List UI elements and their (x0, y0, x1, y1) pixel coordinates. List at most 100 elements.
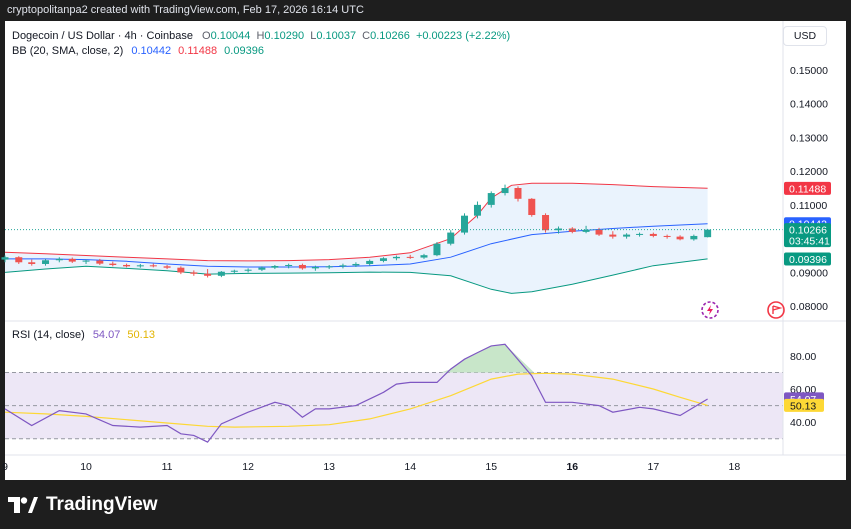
legend-row-main: Dogecoin / US Dollar · 4h · Coinbase O0.… (12, 30, 511, 42)
candle-body (244, 269, 252, 271)
bb-basis-value: 0.10442 (131, 45, 172, 57)
price-tag: 0.11488 (784, 181, 831, 195)
candle-body (311, 267, 319, 269)
candle-body (352, 263, 360, 266)
candle-body (487, 193, 495, 205)
candle-body (447, 232, 455, 244)
currency-button[interactable]: USD (783, 26, 827, 46)
candle-body (528, 198, 536, 216)
time-tick-label: 10 (80, 461, 92, 473)
candle-body (542, 215, 550, 231)
price-tick-label: 0.09000 (790, 267, 828, 279)
candle-body (609, 234, 617, 237)
flag-icon (767, 301, 785, 319)
bb-band-fill (5, 183, 708, 294)
price-tag-bg (784, 223, 831, 248)
candle-body (461, 215, 469, 233)
candle-body (68, 258, 76, 262)
candle-body (433, 243, 441, 256)
lightning-icon (701, 301, 719, 319)
time-tick-label: 13 (323, 461, 335, 473)
price-tag-label: 0.10266 (789, 225, 827, 237)
candle-body (217, 271, 225, 276)
price-tag-bg (784, 252, 831, 266)
price-tick-label: 0.12000 (790, 166, 828, 178)
candle-body (339, 265, 347, 267)
candle-body (473, 204, 481, 216)
price-tag-label: 0.11488 (789, 183, 826, 195)
candle-body (636, 233, 644, 235)
candle-body (82, 260, 90, 262)
time-tick-label: 15 (485, 461, 497, 473)
candle-body (230, 270, 238, 272)
tradingview-brand: TradingView (46, 494, 158, 515)
rsi-tick-label: 40.00 (790, 417, 816, 429)
candle-body (15, 257, 23, 263)
rsi-label[interactable]: RSI (14, close) (12, 329, 85, 341)
bb-upper-line (4, 182, 708, 262)
candle-body (663, 235, 671, 237)
candle-body (555, 228, 563, 231)
candle-body (190, 272, 198, 274)
tradingview-logo-icon (8, 497, 38, 513)
close-value: 0.10266 (370, 30, 410, 42)
rsi-overbought-fill (441, 344, 535, 373)
rsi-line (4, 343, 708, 443)
candle-body (676, 236, 684, 240)
rsi-tag-label: 50.13 (790, 400, 816, 412)
candle-body (298, 264, 306, 269)
candle-body (177, 267, 185, 273)
candle-body (392, 256, 400, 259)
candle-body (379, 258, 387, 261)
price-tick-label: 0.15000 (790, 65, 828, 77)
bb-lower-value: 0.09396 (224, 45, 264, 57)
candle-body (704, 229, 712, 238)
candle-body (149, 265, 157, 267)
candle-body (420, 255, 428, 258)
candle-body (514, 188, 522, 199)
candle-body (649, 233, 657, 236)
bb-label[interactable]: BB (20, SMA, close, 2) (12, 45, 124, 57)
bb-lower-line (4, 258, 708, 294)
candle-body (568, 228, 576, 232)
candle-body (271, 266, 279, 268)
symbol-name[interactable]: Dogecoin / US Dollar · 4h · Coinbase (12, 30, 193, 42)
candle-body (690, 235, 698, 240)
high-value: 0.10290 (264, 30, 305, 42)
candle-body (28, 262, 36, 264)
time-tick-label: 11 (162, 461, 173, 473)
price-pane: 0.150000.140000.130000.120000.110000.100… (1, 65, 831, 313)
candle-body (123, 264, 131, 267)
candle-body (325, 266, 333, 268)
candle-body (501, 188, 509, 194)
price-tick-label: 0.13000 (790, 132, 828, 144)
candle-body (42, 260, 50, 264)
candle-body (1, 257, 9, 260)
candle-body (136, 265, 144, 267)
price-tag-bg (784, 181, 831, 195)
time-tick-label: 18 (729, 461, 741, 473)
price-tick-label: 0.14000 (790, 99, 828, 111)
bb-upper-value: 0.11488 (178, 45, 218, 57)
time-tick-label: 14 (404, 461, 416, 473)
candle-body (109, 263, 117, 265)
price-tag-countdown: 03:45:41 (789, 236, 830, 248)
time-tick-label: 9 (2, 461, 8, 473)
time-tick-label: 12 (242, 461, 254, 473)
bb-basis-line (5, 223, 708, 268)
candle-body (285, 264, 293, 266)
legend-row-bb: BB (20, SMA, close, 2) 0.10442 0.11488 0… (12, 45, 264, 57)
tradingview-logo[interactable]: TradingView (8, 494, 158, 516)
time-axis: 9 10 11 12 13 14 15 16 17 18 (2, 461, 740, 473)
price-tag: 0.09396 (784, 252, 831, 266)
candle-body (623, 234, 631, 237)
legend-row-rsi: RSI (14, close) 54.07 50.13 (12, 329, 155, 341)
candle-body (55, 258, 63, 261)
open-value: 0.10044 (210, 30, 251, 42)
candle-body (163, 266, 171, 268)
candle-body (96, 260, 104, 264)
